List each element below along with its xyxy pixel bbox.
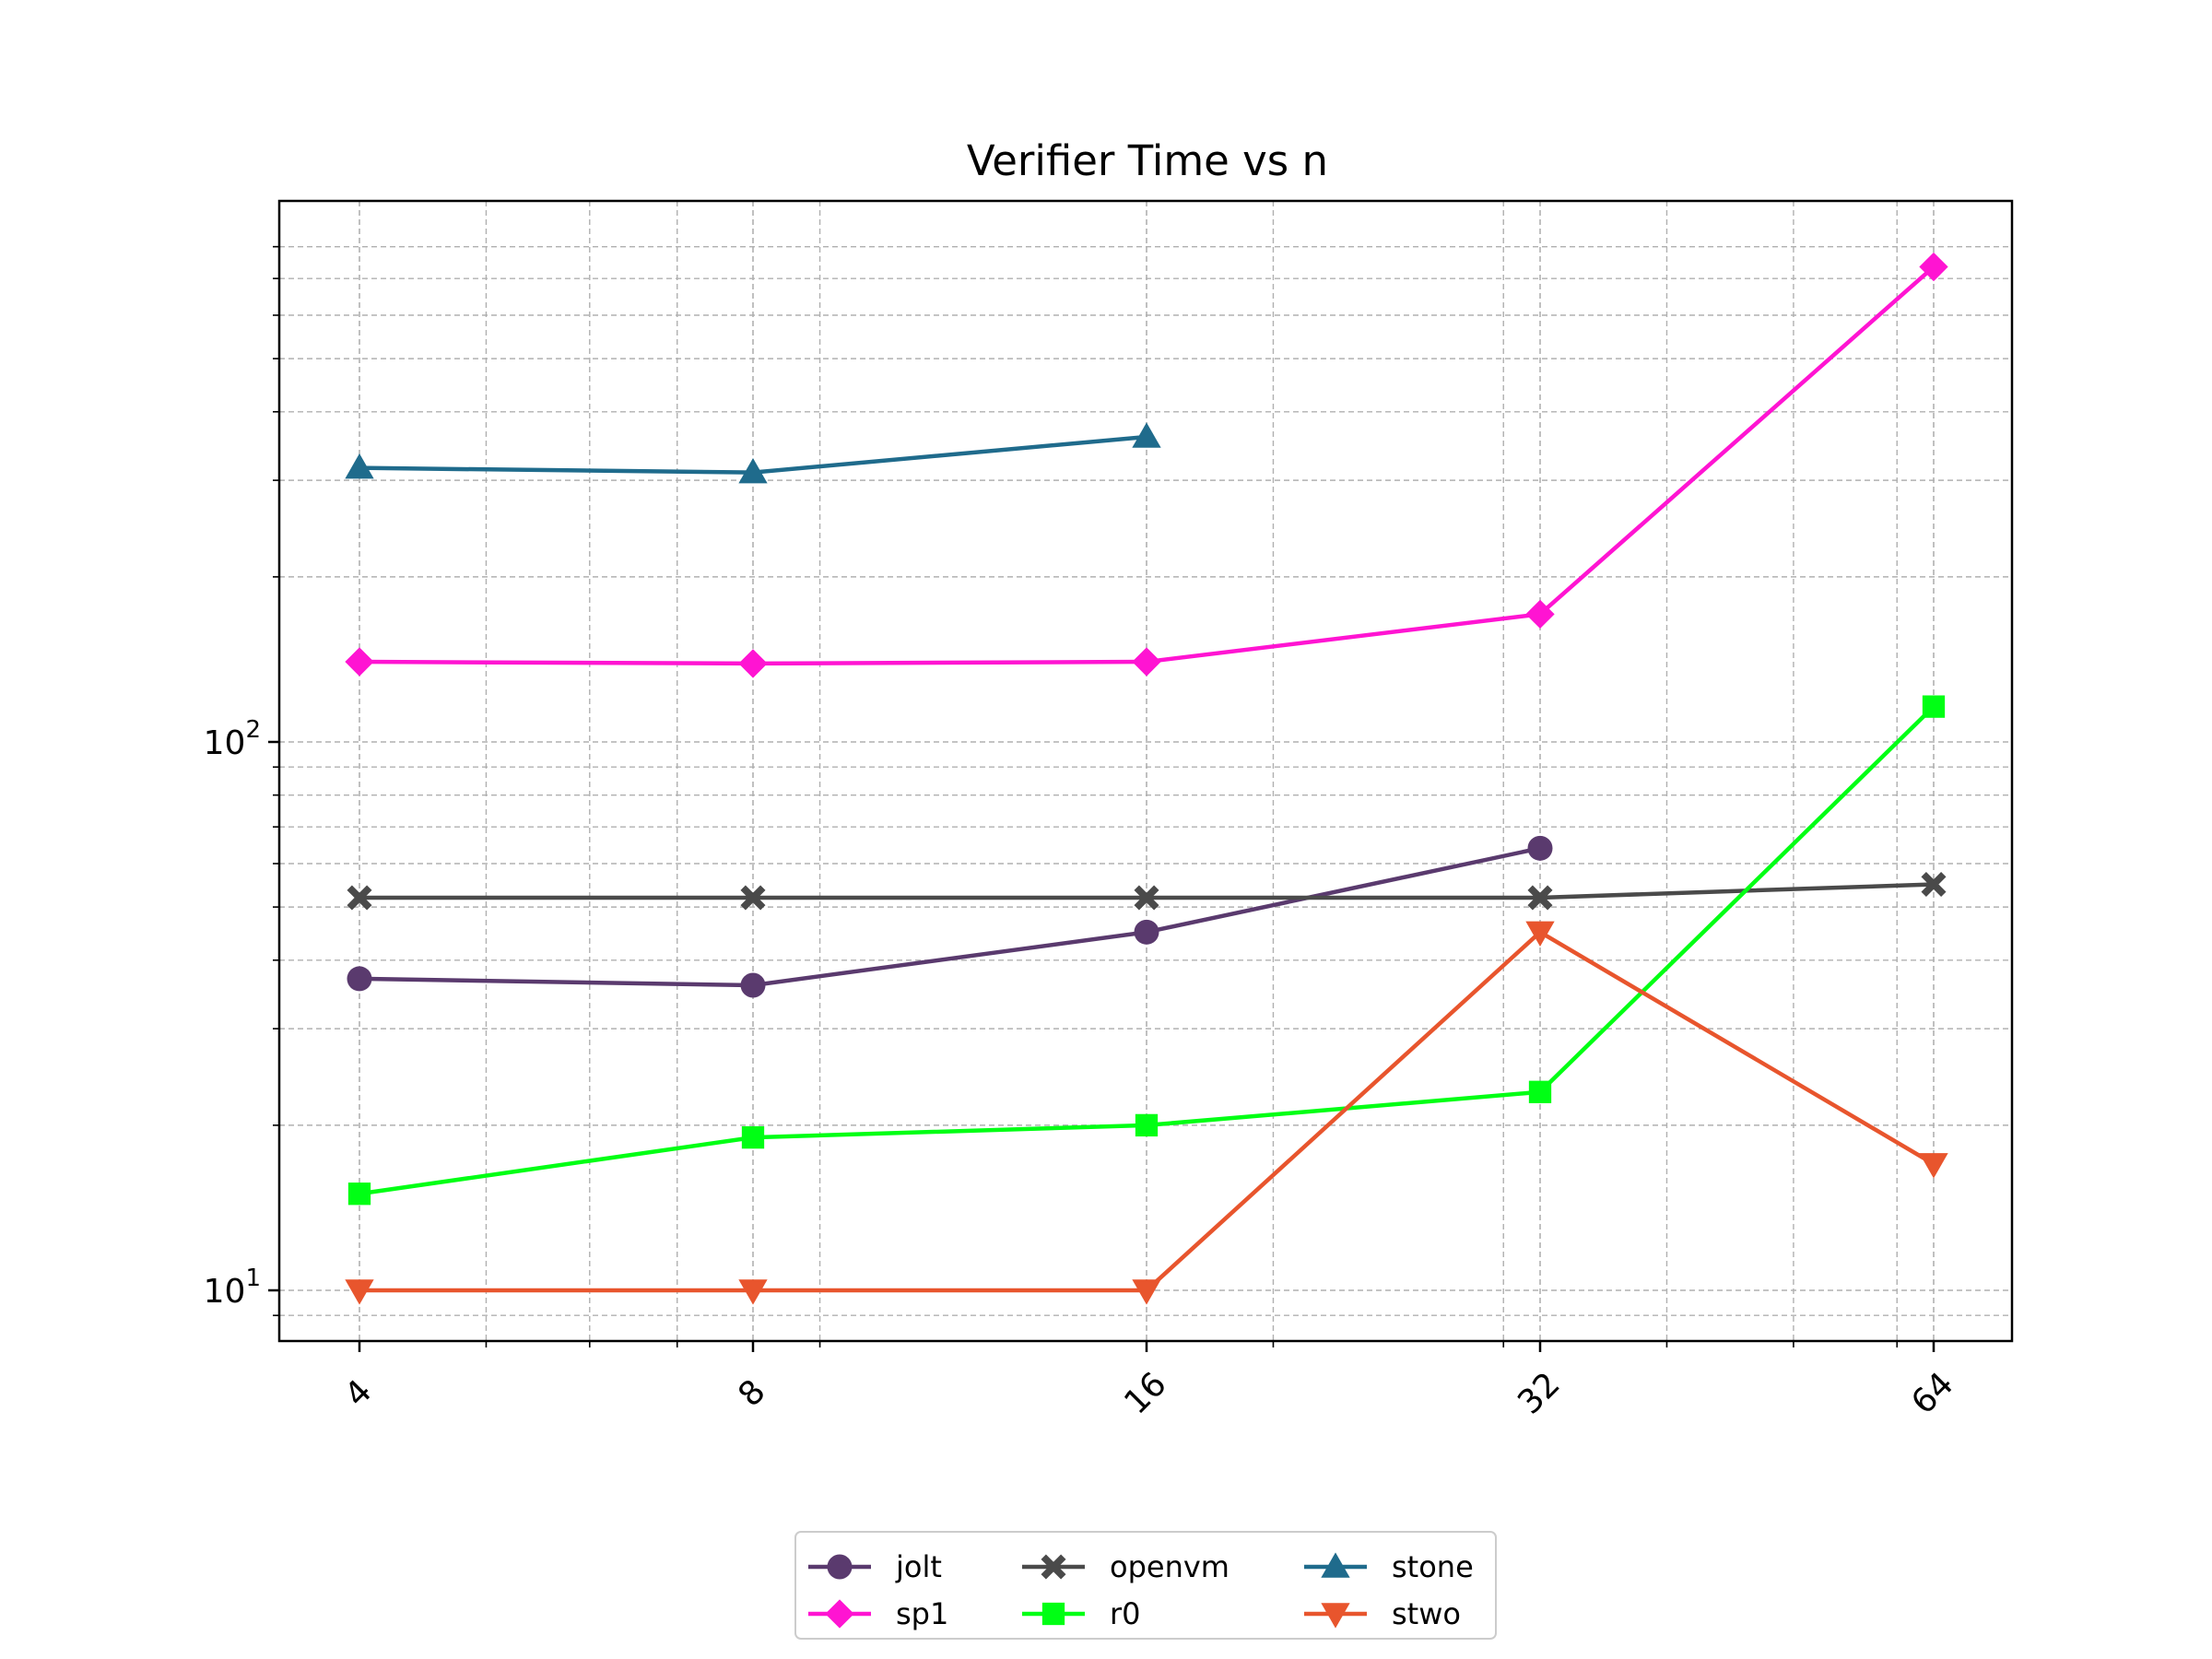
data-point-sp1 bbox=[1525, 599, 1555, 629]
data-point-openvm bbox=[1527, 885, 1553, 911]
legend-item-stone: stone bbox=[1304, 1549, 1474, 1584]
data-point-r0 bbox=[741, 1125, 765, 1149]
data-point-openvm bbox=[1921, 871, 1947, 897]
data-point-r0 bbox=[1922, 695, 1946, 718]
legend-label: r0 bbox=[1110, 1596, 1141, 1631]
data-point-sp1 bbox=[1132, 647, 1161, 677]
series-stone bbox=[345, 422, 1161, 484]
data-point-stwo bbox=[1132, 1279, 1161, 1305]
data-point-openvm bbox=[1134, 885, 1159, 911]
data-point-jolt bbox=[740, 972, 766, 998]
legend-item-r0: r0 bbox=[1022, 1596, 1141, 1631]
data-point-sp1 bbox=[1919, 252, 1948, 282]
grid bbox=[279, 201, 2012, 1341]
data-point-openvm bbox=[740, 885, 766, 911]
data-point-stone bbox=[1132, 422, 1161, 448]
series-sp1 bbox=[345, 252, 1948, 678]
legend-marker-stone bbox=[1321, 1552, 1350, 1578]
series-stwo bbox=[345, 921, 1948, 1305]
data-point-jolt bbox=[1527, 835, 1553, 861]
series-layer bbox=[345, 252, 1948, 1305]
series-jolt bbox=[347, 835, 1553, 998]
legend-marker-sp1 bbox=[825, 1599, 854, 1629]
data-point-stwo bbox=[345, 1279, 374, 1305]
legend: jolt sp1 openvm r0 stone stwo bbox=[794, 1531, 1497, 1640]
data-point-stwo bbox=[1525, 921, 1555, 947]
legend-item-sp1: sp1 bbox=[808, 1596, 948, 1631]
data-point-r0 bbox=[347, 1182, 371, 1206]
data-point-sp1 bbox=[738, 649, 768, 678]
legend-item-jolt: jolt bbox=[808, 1549, 942, 1584]
data-point-stwo bbox=[1919, 1153, 1948, 1179]
legend-marker-r0 bbox=[1041, 1602, 1065, 1626]
legend-item-stwo: stwo bbox=[1304, 1596, 1461, 1631]
data-point-stone bbox=[738, 457, 768, 484]
series-r0 bbox=[347, 695, 1946, 1206]
series-openvm bbox=[347, 871, 1947, 911]
series-line-jolt bbox=[359, 846, 1541, 988]
legend-label: openvm bbox=[1110, 1549, 1230, 1584]
legend-label: stone bbox=[1392, 1549, 1474, 1584]
legend-label: jolt bbox=[895, 1549, 942, 1584]
data-point-r0 bbox=[1528, 1080, 1552, 1103]
legend-marker-openvm bbox=[1041, 1554, 1066, 1580]
legend-label: stwo bbox=[1392, 1596, 1461, 1631]
data-point-stone bbox=[345, 453, 374, 479]
legend-label: sp1 bbox=[896, 1596, 948, 1631]
data-point-jolt bbox=[347, 966, 372, 992]
data-point-r0 bbox=[1135, 1113, 1159, 1137]
legend-item-openvm: openvm bbox=[1022, 1549, 1230, 1584]
data-point-jolt bbox=[1134, 919, 1159, 945]
legend-marker-stwo bbox=[1321, 1603, 1350, 1629]
legend-marker-jolt bbox=[827, 1554, 853, 1580]
data-point-sp1 bbox=[345, 647, 374, 677]
data-point-stwo bbox=[738, 1279, 768, 1305]
chart-title: Verifier Time vs n bbox=[967, 136, 1328, 185]
data-point-openvm bbox=[347, 885, 372, 911]
